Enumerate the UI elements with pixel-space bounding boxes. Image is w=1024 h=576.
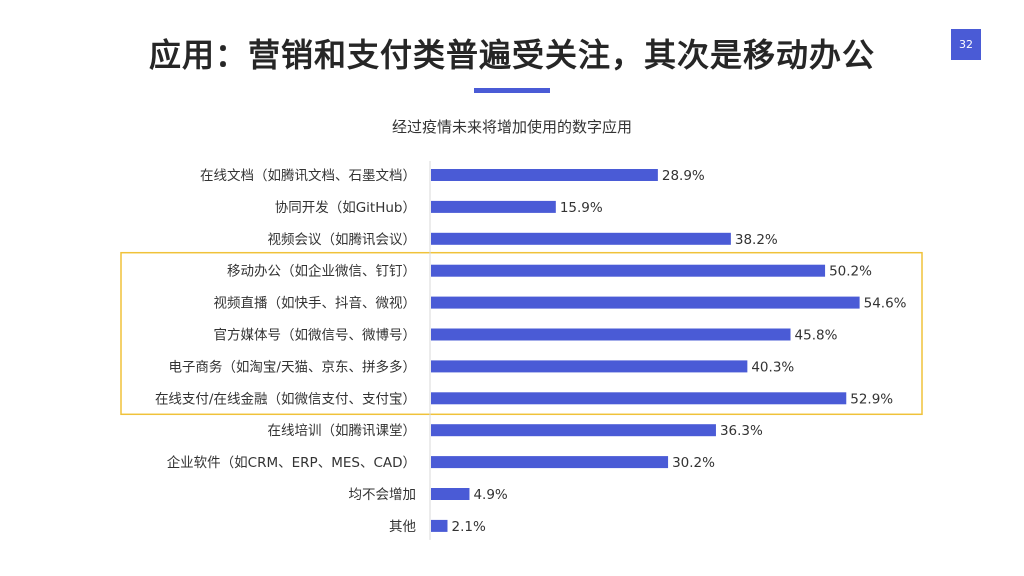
data-label: 4.9% [473, 487, 507, 503]
category-label: 其他 [389, 519, 416, 535]
bar [431, 232, 731, 245]
data-label: 52.9% [850, 391, 893, 407]
category-label: 在线支付/在线金融（如微信支付、支付宝） [155, 391, 416, 407]
bar [431, 328, 791, 341]
data-label: 30.2% [672, 455, 715, 471]
title-underline [474, 88, 550, 93]
bar [431, 200, 556, 213]
bar [431, 488, 470, 500]
category-label: 官方媒体号（如微信号、微博号） [214, 327, 417, 344]
category-label: 在线培训（如腾讯课堂） [268, 422, 417, 439]
data-label: 40.3% [751, 359, 794, 375]
category-label: 均不会增加 [349, 487, 417, 503]
bar [431, 169, 658, 181]
page-title: 应用：营销和支付类普遍受关注，其次是移动办公 [148, 36, 875, 74]
bar [431, 424, 716, 437]
data-label: 45.8% [795, 328, 838, 344]
category-label: 移动办公（如企业微信、钉钉） [227, 263, 416, 280]
data-label: 38.2% [735, 232, 778, 248]
data-label: 50.2% [829, 264, 872, 280]
data-label: 36.3% [720, 423, 763, 439]
highlight-box [120, 251, 923, 416]
page-number-badge: 32 [951, 29, 981, 60]
category-label: 企业软件（如CRM、ERP、MES、CAD） [167, 454, 416, 471]
category-label: 视频直播（如快手、抖音、微视） [214, 295, 417, 312]
data-label: 54.6% [864, 296, 907, 312]
category-label: 协同开发（如GitHub） [275, 200, 416, 216]
chart-title: 经过疫情未来将增加使用的数字应用 [391, 118, 632, 136]
category-label: 在线文档（如腾讯文档、石墨文档） [200, 167, 416, 184]
data-label: 2.1% [451, 519, 485, 535]
category-label: 电子商务（如淘宝/天猫、京东、拼多多） [168, 358, 416, 375]
bar [431, 519, 448, 532]
bar [431, 264, 826, 277]
bar [431, 296, 860, 309]
category-label: 视频会议（如腾讯会议） [268, 231, 417, 248]
bar [431, 392, 847, 405]
bar [431, 456, 669, 469]
bar [431, 360, 748, 373]
data-label: 15.9% [560, 200, 603, 216]
data-label: 28.9% [662, 168, 705, 184]
